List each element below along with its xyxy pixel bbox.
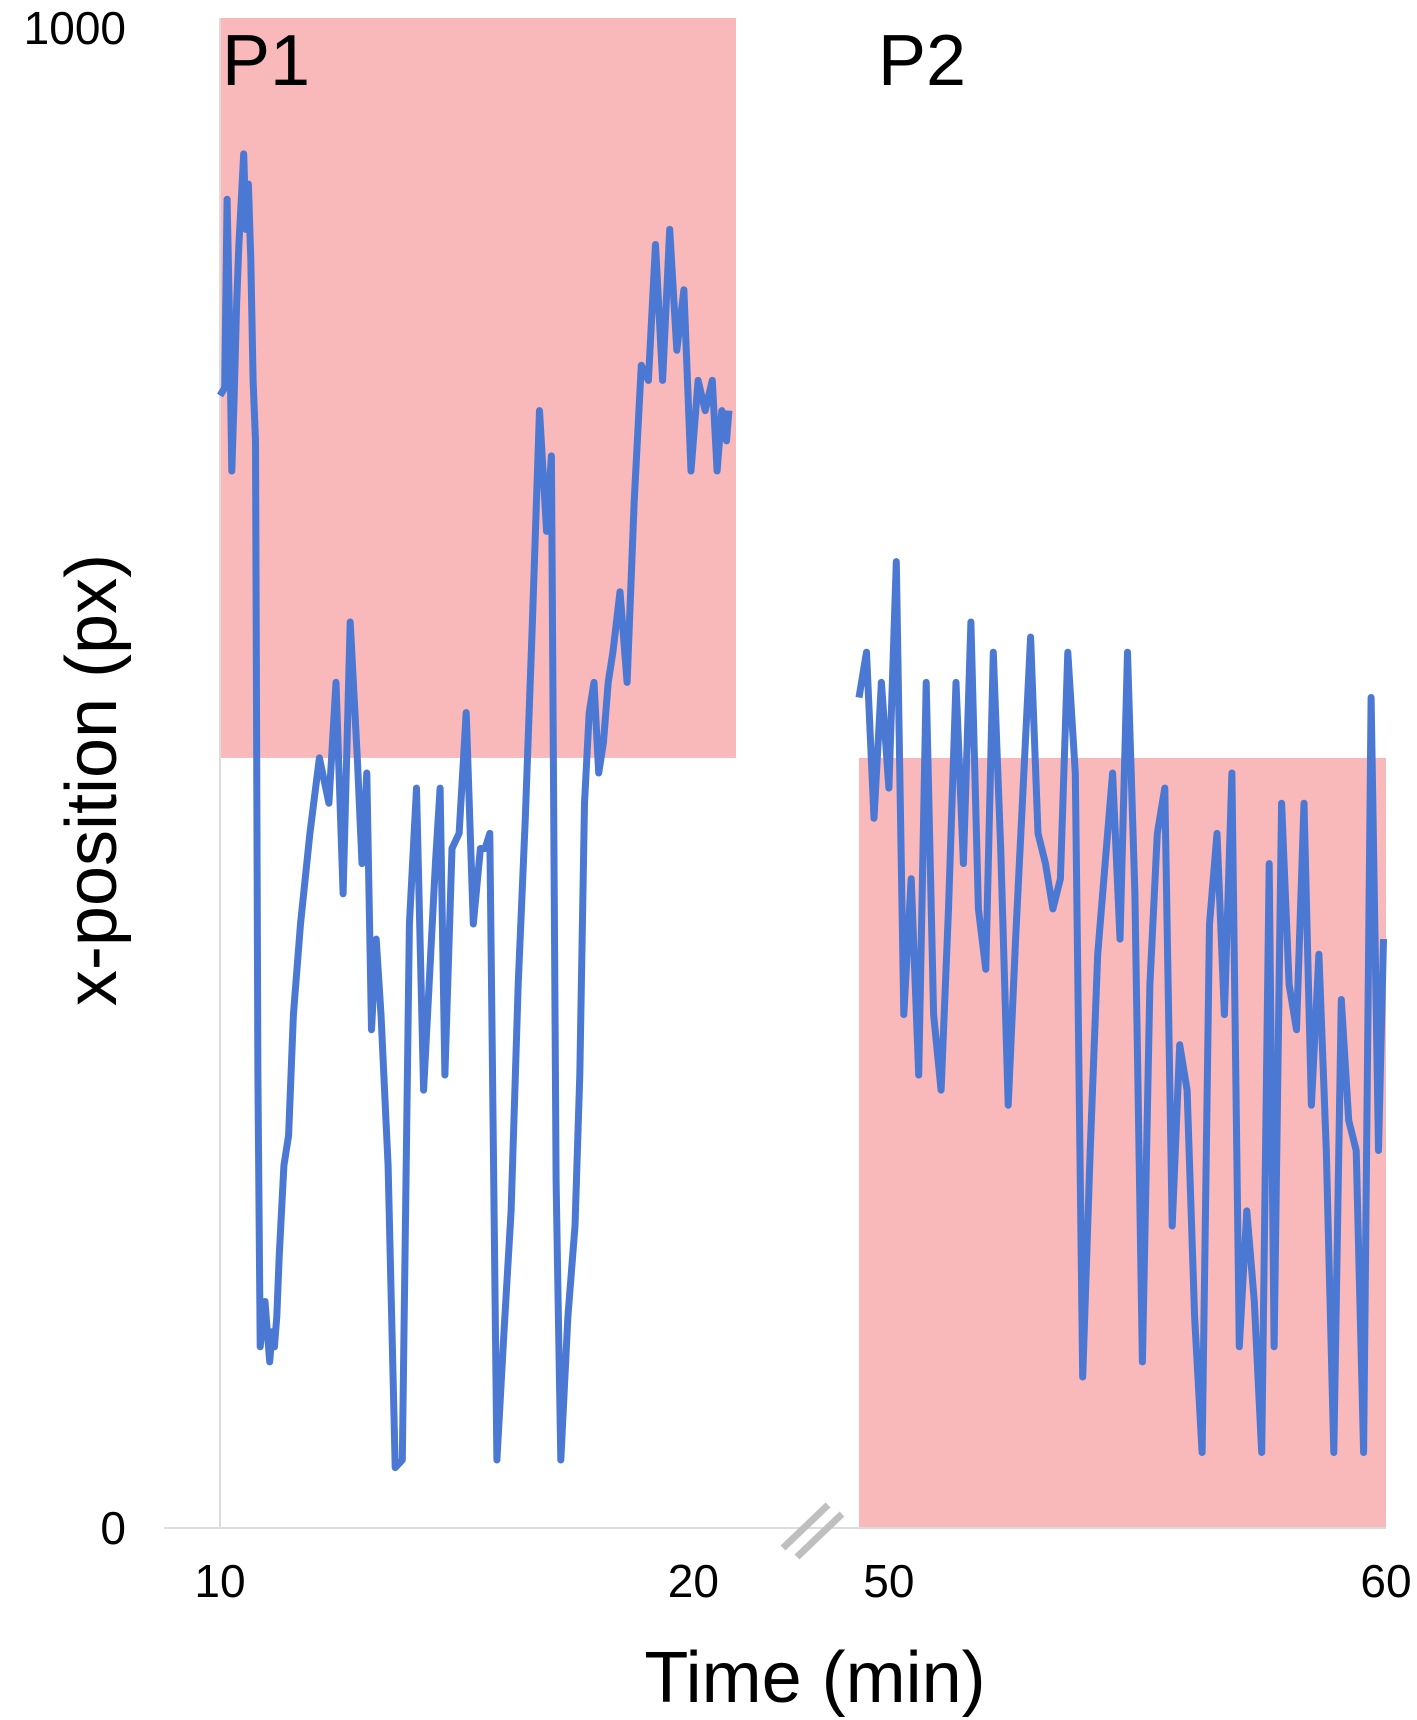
p1-series-line (217, 150, 733, 1472)
x-tick-label: 10 (194, 1555, 245, 1607)
x-tick-label: 50 (863, 1555, 914, 1607)
y-axis-title: x-position (px) (52, 554, 132, 1006)
p2-panel-label: P2 (878, 21, 966, 101)
x-tick-label: 20 (668, 1555, 719, 1607)
x-axis-title: Time (min) (644, 1638, 985, 1718)
p1-panel-label: P1 (222, 21, 310, 101)
axis-break-mark (780, 1502, 845, 1560)
x-tick-label: 60 (1360, 1555, 1411, 1607)
plot-area (164, 18, 1387, 1560)
y-tick-label: 0 (100, 1502, 126, 1554)
p2-series-line (855, 558, 1387, 1456)
y-tick-label: 1000 (24, 2, 126, 54)
p1-shaded-region (220, 18, 736, 758)
